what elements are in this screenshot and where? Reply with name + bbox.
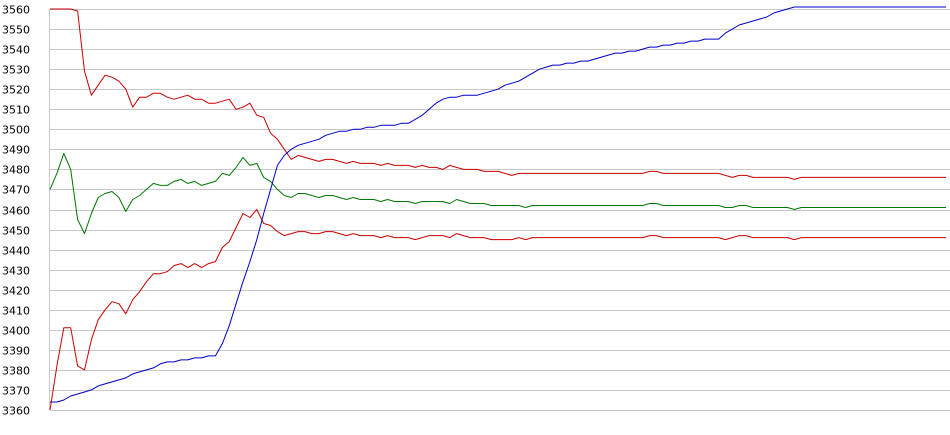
series-middle-line [49,152,946,235]
series-lower-band [49,209,946,411]
y-tick-label-3410: 3410 [2,305,30,318]
y-tick-label-3530: 3530 [2,64,30,77]
y-tick-label-3480: 3480 [2,164,30,177]
grid [50,9,950,411]
y-tick-label-3430: 3430 [2,265,30,278]
y-tick-label-3370: 3370 [2,385,30,398]
y-tick-label-3520: 3520 [2,84,30,97]
y-tick-label-3540: 3540 [2,44,30,57]
y-axis-tick-labels: 3560 3550 3540 3530 3520 3510 3500 3490 3480 3470… [2,4,30,418]
y-tick-label-3420: 3420 [2,285,30,298]
y-tick-label-3470: 3470 [2,184,30,197]
series-group [49,6,946,411]
y-tick-label-3360: 3360 [2,405,30,418]
series-price-line [50,6,946,403]
y-tick-label-3500: 3500 [2,124,30,137]
series-upper-band [50,8,946,180]
y-tick-label-3440: 3440 [2,245,30,258]
y-tick-label-3450: 3450 [2,225,30,238]
y-tick-label-3400: 3400 [2,325,30,338]
y-tick-label-3460: 3460 [2,205,30,218]
y-tick-label-3560: 3560 [2,4,30,17]
y-tick-label-3510: 3510 [2,104,30,117]
y-tick-label-3490: 3490 [2,144,30,157]
y-tick-label-3390: 3390 [2,345,30,358]
y-tick-label-3380: 3380 [2,365,30,378]
y-tick-label-3550: 3550 [2,24,30,37]
